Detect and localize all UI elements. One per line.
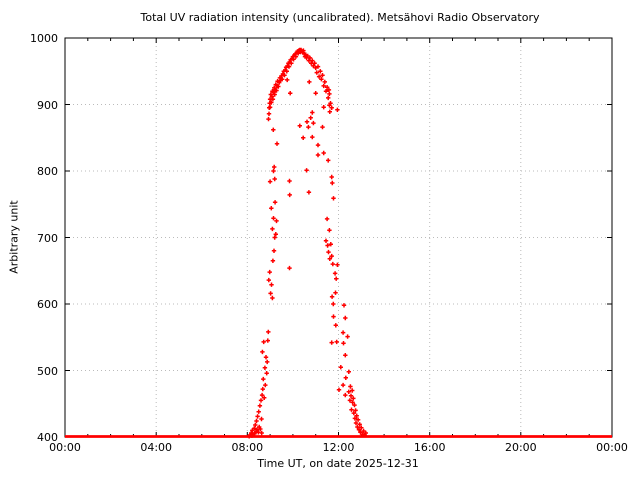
x-axis-label: Time UT, on date 2025-12-31	[257, 457, 419, 470]
y-tick-label: 900	[37, 98, 58, 112]
x-tick-label: 04:00	[140, 441, 173, 454]
y-tick-label: 800	[37, 165, 58, 178]
scatter-series	[247, 47, 368, 439]
x-tick-label: 20:00	[504, 441, 537, 454]
y-tick-label: 400	[37, 431, 58, 444]
x-tick-label: 00:00	[49, 441, 81, 454]
chart-title: Total UV radiation intensity (uncalibrat…	[140, 11, 540, 24]
y-tick-label: 700	[37, 231, 58, 245]
x-tick-label: 00:00	[596, 441, 628, 454]
y-tick-label: 1000	[30, 32, 58, 45]
x-tick-label: 12:00	[322, 441, 355, 454]
gridlines	[65, 38, 612, 437]
x-tick-label: 08:00	[231, 441, 264, 454]
x-tick-label: 16:00	[413, 441, 446, 454]
y-tick-label: 600	[37, 298, 58, 311]
y-tick-label: 500	[37, 364, 58, 378]
